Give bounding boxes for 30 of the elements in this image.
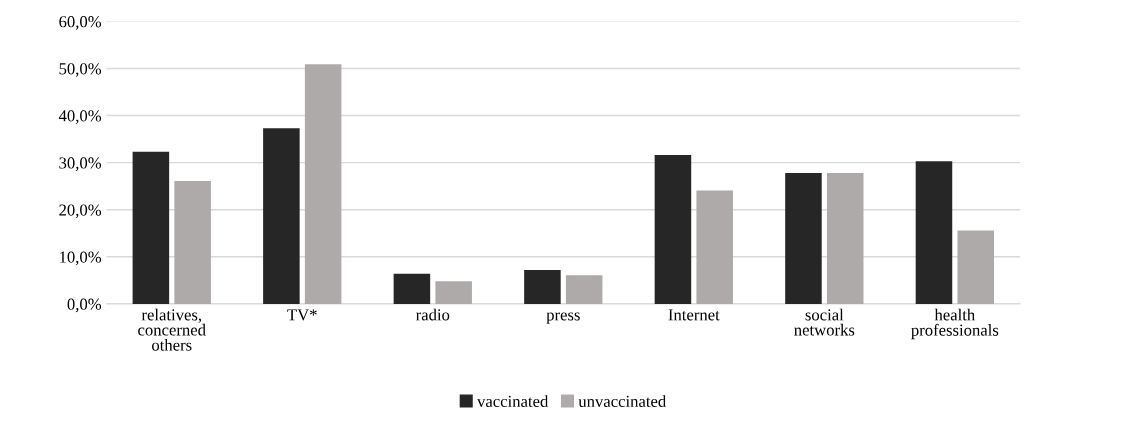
- x-tick-label: TV*: [287, 309, 317, 321]
- bar: [915, 161, 953, 304]
- y-tick-label: 10,0%: [60, 251, 102, 266]
- legend-label: vaccinated: [477, 395, 549, 407]
- bar: [785, 173, 822, 304]
- x-tick-label: health professionals: [911, 308, 999, 340]
- y-tick-label: 40,0%: [58, 110, 102, 124]
- x-tick-label: social networks: [794, 308, 855, 336]
- bar: [174, 181, 211, 304]
- bar: [263, 128, 300, 304]
- bar: [435, 281, 472, 304]
- bar: [565, 275, 603, 304]
- x-tick-label: relatives, concerned others: [138, 308, 206, 351]
- bar: [132, 151, 170, 304]
- x-tick-label: radio: [416, 308, 450, 321]
- legend-label: unvaccinated: [578, 395, 667, 407]
- y-tick-label: 20,0%: [59, 204, 102, 219]
- y-tick-label: 50,0%: [59, 63, 102, 77]
- bar: [304, 64, 342, 304]
- x-tick-label: press: [546, 312, 580, 324]
- y-tick-label: 30,0%: [59, 157, 102, 171]
- y-tick-label: 60,0%: [59, 16, 102, 30]
- bar: [696, 190, 733, 304]
- x-tick-label: Internet: [668, 309, 720, 321]
- bar: [654, 155, 692, 304]
- bar: [393, 273, 431, 304]
- bar: [826, 173, 864, 304]
- bar: [524, 269, 561, 304]
- y-tick-label: 0,0%: [67, 298, 102, 313]
- bar: [957, 230, 995, 304]
